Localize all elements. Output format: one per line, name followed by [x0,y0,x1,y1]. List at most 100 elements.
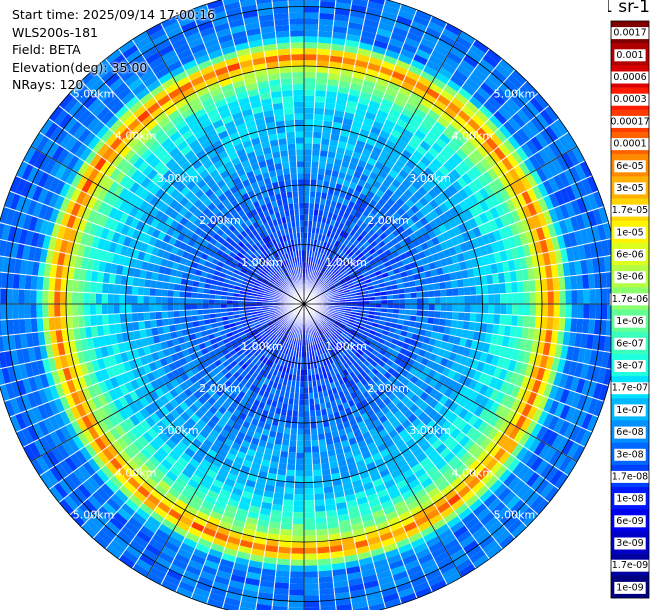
heatmap-cell [484,440,497,454]
heatmap-cell [370,504,383,514]
heatmap-cell [335,417,343,425]
heatmap-cell [360,562,375,572]
heatmap-cell [334,262,340,269]
heatmap-cell [333,14,350,22]
heatmap-cell [298,416,304,423]
heatmap-cell [329,274,335,281]
heatmap-cell [310,173,318,180]
heatmap-cell [354,282,361,288]
heatmap-cell [319,588,335,596]
heatmap-cell [392,570,409,582]
heatmap-cell [342,420,351,429]
heatmap-cell [443,84,458,97]
heatmap-cell [439,149,451,161]
heatmap-cell [371,339,379,346]
heatmap-cell [342,231,350,240]
heatmap-cell [417,520,432,532]
heatmap-cell [480,82,495,96]
heatmap-cell [509,325,517,338]
heatmap-cell [587,193,599,210]
heatmap-cell [328,251,334,258]
heatmap-cell [467,330,475,340]
heatmap-cell [370,472,382,482]
heatmap-cell [304,601,320,608]
heatmap-cell [313,487,324,495]
heatmap-cell [398,86,412,98]
heatmap-cell [314,197,321,205]
heatmap-cell [326,271,332,278]
heatmap-cell [453,382,463,393]
heatmap-cell [339,434,349,442]
heatmap-cell [597,256,606,273]
heatmap-cell [364,524,378,534]
heatmap-cell [314,331,319,338]
heatmap-cell [353,114,365,123]
heatmap-cell [405,438,417,449]
heatmap-cell [304,24,319,31]
heatmap-cell [575,213,586,230]
heatmap-cell [322,261,328,268]
heatmap-cell [333,189,341,197]
heatmap-cell [488,294,495,304]
heatmap-cell [395,424,406,434]
heatmap-cell [513,258,522,271]
heatmap-cell [463,539,479,554]
heatmap-cell [370,94,383,104]
heatmap-cell [440,296,447,304]
heatmap-cell [524,364,534,378]
heatmap-cell [350,339,357,346]
heatmap-cell [415,515,429,527]
heatmap-cell [433,401,444,413]
heatmap-cell [376,520,390,531]
heatmap-cell [54,278,62,292]
heatmap-cell [322,120,333,128]
heatmap-cell [320,283,327,288]
heatmap-cell [278,462,288,470]
heatmap-cell [332,323,339,329]
heatmap-cell [475,313,483,323]
heatmap-cell [371,349,379,357]
heatmap-cell [313,125,323,133]
heatmap-cell [538,443,552,460]
heatmap-cell [517,281,524,293]
heatmap-cell [315,185,323,193]
heatmap-cell [314,493,325,501]
heatmap-cell [369,300,376,304]
heatmap-cell [422,336,431,345]
heatmap-cell [323,255,329,262]
heatmap-cell [314,203,320,210]
heatmap-cell [439,463,452,475]
heatmap-cell [483,374,493,386]
heatmap-cell [543,397,554,413]
heatmap-cell [447,264,456,273]
heatmap-cell [464,304,471,313]
heatmap-cell [434,304,441,311]
heatmap-cell [548,343,557,357]
heatmap-cell [363,275,371,281]
heatmap-cell [131,295,138,304]
heatmap-cell [476,86,491,101]
heatmap-cell [493,110,508,125]
heatmap-cell [322,326,328,332]
heatmap-cell [107,304,114,315]
heatmap-cell [155,296,162,304]
heatmap-cell [487,364,497,377]
heatmap-cell [84,315,91,327]
heatmap-cell [377,22,394,33]
heatmap-cell [304,517,316,525]
heatmap-cell [352,479,363,488]
heatmap-cell [467,181,479,194]
heatmap-cell [414,81,429,93]
heatmap-cell [358,265,366,272]
heatmap-cell [298,411,304,418]
heatmap-cell [326,85,339,93]
heatmap-cell [468,205,479,218]
heatmap-cell [379,215,388,224]
heatmap-cell [380,291,387,296]
heatmap-cell [472,417,484,430]
heatmap-cell [337,141,347,149]
heatmap-cell [442,128,455,141]
heatmap-cell [410,20,427,32]
heatmap-cell [304,214,309,221]
heatmap-cell [450,119,463,132]
